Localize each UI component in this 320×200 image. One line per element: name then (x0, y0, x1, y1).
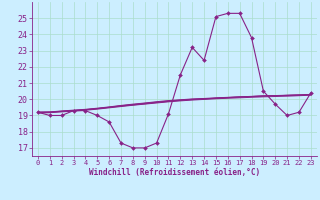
X-axis label: Windchill (Refroidissement éolien,°C): Windchill (Refroidissement éolien,°C) (89, 168, 260, 177)
